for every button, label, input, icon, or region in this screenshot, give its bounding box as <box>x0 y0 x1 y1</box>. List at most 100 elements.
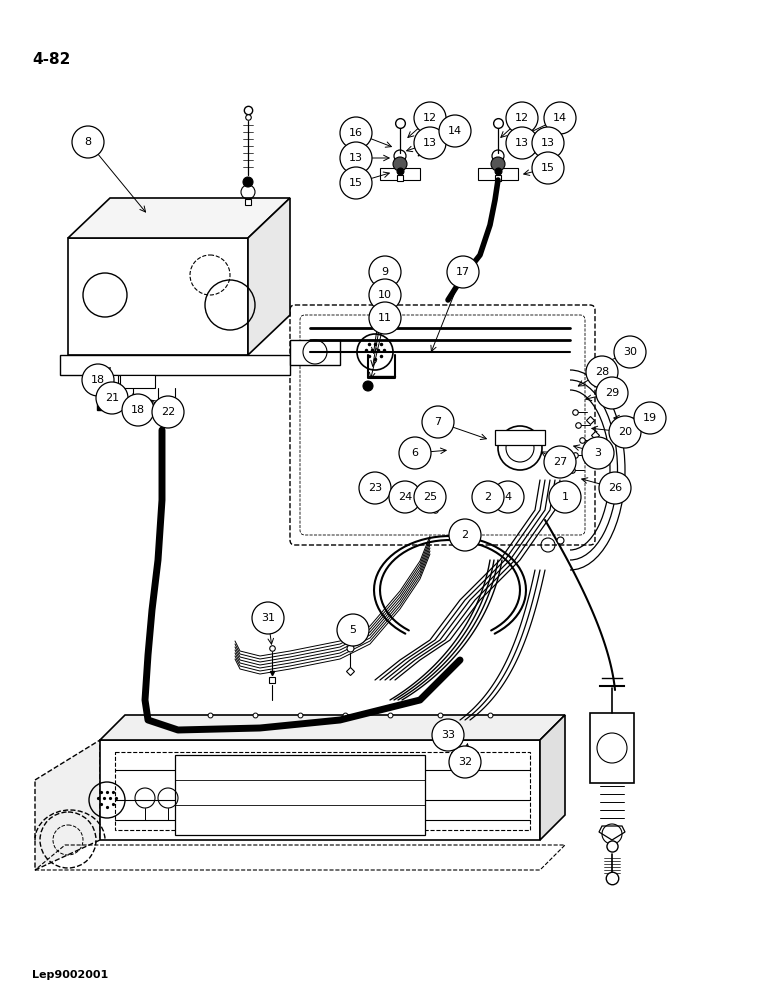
Circle shape <box>414 481 446 513</box>
Circle shape <box>586 356 618 388</box>
Circle shape <box>96 382 128 414</box>
Circle shape <box>414 127 446 159</box>
Polygon shape <box>120 375 155 388</box>
Text: 5: 5 <box>349 625 356 635</box>
Text: 4: 4 <box>505 492 512 502</box>
Circle shape <box>72 126 104 158</box>
Circle shape <box>609 416 641 448</box>
Text: 17: 17 <box>456 267 470 277</box>
Circle shape <box>363 381 373 391</box>
Circle shape <box>449 746 481 778</box>
Circle shape <box>422 406 454 438</box>
Circle shape <box>599 472 631 504</box>
Circle shape <box>252 602 284 634</box>
Circle shape <box>634 402 666 434</box>
Text: 33: 33 <box>441 730 455 740</box>
Polygon shape <box>248 198 290 355</box>
Circle shape <box>243 177 253 187</box>
Circle shape <box>532 127 564 159</box>
FancyBboxPatch shape <box>290 305 595 545</box>
Polygon shape <box>68 198 290 238</box>
Text: 26: 26 <box>608 483 622 493</box>
Circle shape <box>399 437 431 469</box>
Text: 25: 25 <box>423 492 437 502</box>
Text: 7: 7 <box>434 417 441 427</box>
Polygon shape <box>478 168 518 180</box>
Polygon shape <box>495 430 545 445</box>
Text: 22: 22 <box>161 407 176 417</box>
Text: 21: 21 <box>105 393 119 403</box>
Circle shape <box>340 167 372 199</box>
Circle shape <box>389 481 421 513</box>
Circle shape <box>337 614 369 646</box>
Circle shape <box>369 279 401 311</box>
Text: 1: 1 <box>562 492 569 502</box>
Text: 4-82: 4-82 <box>32 52 70 67</box>
Text: 15: 15 <box>349 178 363 188</box>
Text: 27: 27 <box>553 457 567 467</box>
Circle shape <box>447 256 479 288</box>
Text: 10: 10 <box>378 290 392 300</box>
Polygon shape <box>100 740 540 840</box>
Circle shape <box>506 102 538 134</box>
Polygon shape <box>60 355 290 375</box>
Text: 9: 9 <box>381 267 388 277</box>
Circle shape <box>82 364 114 396</box>
Polygon shape <box>100 715 565 740</box>
Circle shape <box>582 437 614 469</box>
Text: 16: 16 <box>349 128 363 138</box>
Text: 14: 14 <box>553 113 567 123</box>
Circle shape <box>359 472 391 504</box>
Polygon shape <box>290 340 340 365</box>
Text: 2: 2 <box>462 530 469 540</box>
Circle shape <box>414 102 446 134</box>
Circle shape <box>429 494 441 506</box>
Text: 24: 24 <box>398 492 412 502</box>
Text: 13: 13 <box>423 138 437 148</box>
Text: 8: 8 <box>84 137 91 147</box>
Text: 2: 2 <box>484 492 491 502</box>
Circle shape <box>506 127 538 159</box>
Text: Lep9002001: Lep9002001 <box>32 970 108 980</box>
Polygon shape <box>88 375 118 390</box>
Text: 12: 12 <box>423 113 437 123</box>
Circle shape <box>340 117 372 149</box>
Circle shape <box>369 256 401 288</box>
Circle shape <box>432 719 464 751</box>
Circle shape <box>393 157 407 171</box>
Circle shape <box>492 481 524 513</box>
Text: 13: 13 <box>541 138 555 148</box>
Text: 23: 23 <box>368 483 382 493</box>
Circle shape <box>614 336 646 368</box>
Circle shape <box>544 102 576 134</box>
Circle shape <box>122 394 154 426</box>
Circle shape <box>544 446 576 478</box>
Circle shape <box>340 142 372 174</box>
Text: 6: 6 <box>412 448 419 458</box>
Polygon shape <box>175 755 425 835</box>
Polygon shape <box>599 826 625 840</box>
Circle shape <box>491 157 505 171</box>
Circle shape <box>369 302 401 334</box>
Text: 3: 3 <box>594 448 601 458</box>
Circle shape <box>596 377 628 409</box>
Text: 31: 31 <box>261 613 275 623</box>
Circle shape <box>449 519 481 551</box>
Text: 13: 13 <box>515 138 529 148</box>
Polygon shape <box>35 740 100 870</box>
Text: 20: 20 <box>618 427 632 437</box>
Text: 15: 15 <box>541 163 555 173</box>
Circle shape <box>532 152 564 184</box>
Text: 32: 32 <box>458 757 472 767</box>
Polygon shape <box>380 168 420 180</box>
Text: 11: 11 <box>378 313 392 323</box>
Circle shape <box>152 396 184 428</box>
Polygon shape <box>540 715 565 840</box>
Text: 28: 28 <box>595 367 609 377</box>
Text: 18: 18 <box>131 405 145 415</box>
Polygon shape <box>590 713 634 783</box>
Text: 14: 14 <box>448 126 462 136</box>
Text: 18: 18 <box>91 375 105 385</box>
Circle shape <box>472 481 504 513</box>
Text: 13: 13 <box>349 153 363 163</box>
